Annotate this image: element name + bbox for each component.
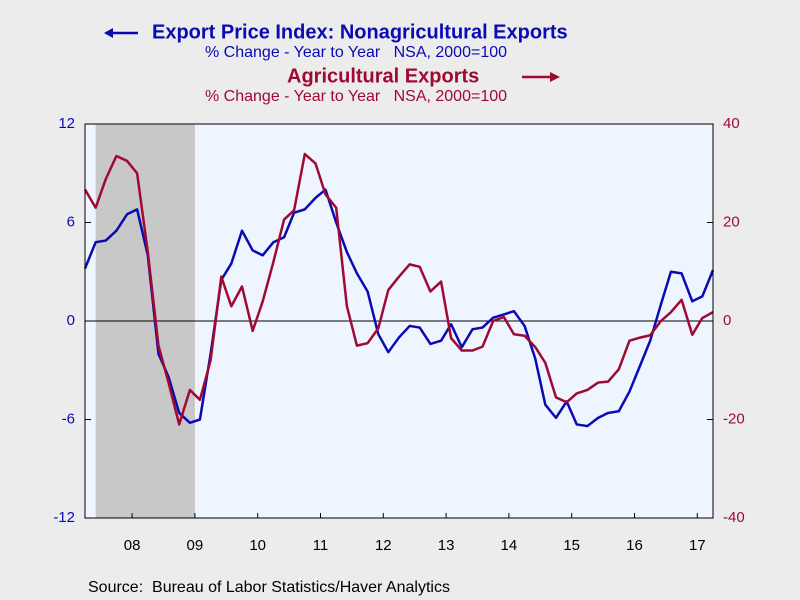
x-tick-label: 16 [626, 537, 643, 554]
x-tick-label: 12 [375, 537, 392, 554]
series-line [83, 188, 715, 428]
y2-tick-label: -40 [723, 509, 745, 526]
series-subtitle: % Change - Year to Year NSA, 2000=100 [205, 88, 507, 105]
x-tick-label: 17 [689, 537, 706, 554]
y2-tick-label: 20 [723, 213, 740, 230]
y-tick-label: -12 [53, 509, 75, 526]
y-tick-label: 0 [67, 312, 75, 329]
series-subtitle: % Change - Year to Year NSA, 2000=100 [205, 44, 507, 61]
series-title: Agricultural Exports [287, 65, 479, 87]
x-tick-label: 09 [187, 537, 204, 554]
x-tick-label: 13 [438, 537, 455, 554]
x-tick-label: 15 [563, 537, 580, 554]
y-tick-label: -6 [62, 410, 75, 427]
x-tick-label: 11 [313, 537, 329, 554]
legend-arrow-head [550, 72, 560, 82]
series-title: Export Price Index: Nonagricultural Expo… [152, 21, 568, 43]
x-tick-label: 08 [124, 537, 141, 554]
y2-tick-label: 0 [723, 312, 731, 329]
x-tick-label: 10 [249, 537, 266, 554]
x-tick-label: 14 [501, 537, 518, 554]
y2-tick-label: 40 [723, 115, 740, 132]
legend-arrow-head [104, 28, 113, 38]
y2-tick-label: -20 [723, 410, 745, 427]
series-line [83, 152, 714, 426]
plot-frame [84, 123, 714, 519]
source: Source: Bureau of Labor Statistics/Haver… [88, 579, 450, 596]
y-tick-label: 12 [58, 115, 75, 132]
y-tick-label: 6 [67, 213, 75, 230]
